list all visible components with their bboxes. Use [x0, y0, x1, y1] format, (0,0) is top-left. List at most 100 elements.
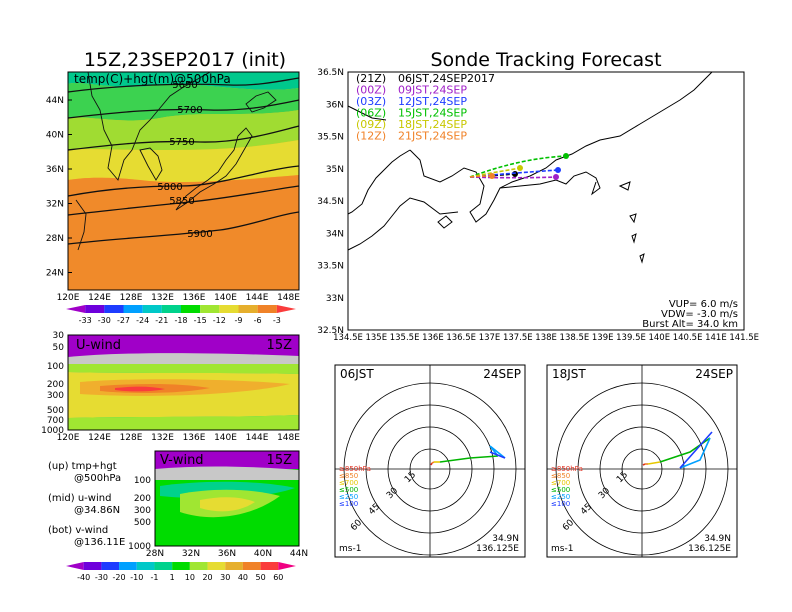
track-endpoint [555, 167, 561, 173]
vwind-panel: V-wind 15Z 100 200 300 500 1000 28N 32N 36N 40N… [128, 450, 308, 559]
map500-contour-label: 5850 [169, 196, 194, 207]
map500-label: temp(C)+hgt(m)@500hPa [74, 72, 231, 86]
uwind-lon-tick: 148E [277, 433, 300, 443]
map500-contour-label: 5650 [172, 80, 197, 91]
vwind-time: 15Z [267, 453, 293, 468]
track-endpoint [563, 153, 569, 159]
map500-lat-tick: 28N [46, 234, 64, 244]
hodo-level-label: ≤700 [551, 479, 570, 487]
track-lon-tick: 134.5E [333, 333, 363, 343]
hodo-level-label: ≤100 [339, 500, 358, 508]
track-lon-tick: 139.5E [616, 333, 646, 343]
wind-cbar-label: 50 [256, 573, 266, 582]
map500-lat-tick: 32N [46, 200, 64, 210]
wind-cbar-cell [242, 562, 261, 570]
temp-cbar-label: -6 [254, 316, 262, 325]
hodo-segment [489, 445, 506, 459]
track-lon-tick: 140.5E [673, 333, 703, 343]
temp-cbar-cell [142, 305, 162, 313]
hodo-unit: ms-1 [551, 544, 573, 554]
burst-param: Burst Alt= 34.0 km [642, 319, 738, 330]
track-lon-tick: 138.5E [560, 333, 590, 343]
uwind-lon-tick: 132E [151, 433, 174, 443]
vwind-lat-tick: 40N [254, 549, 272, 559]
vwind-p-tick: 200 [134, 494, 151, 504]
wind-cbar-cell [101, 562, 120, 570]
hodo-level-label: ≤850 [551, 472, 570, 480]
track-legend-utc: (03Z) [356, 95, 386, 108]
hodograph-06jst: 06JST 24SEP34.9N136.125Ems-115304560≥850h… [334, 364, 526, 558]
hodo-date: 24SEP [483, 367, 521, 381]
map500-warm-band [68, 140, 299, 183]
map500-lat-tick: 40N [46, 131, 64, 141]
temp-cbar-label: -18 [174, 316, 187, 325]
track-endpoint [489, 173, 495, 179]
track-legend-jst: 18JST,24SEP [398, 118, 467, 131]
map500-lon-tick: 128E [120, 293, 143, 303]
hodo-lon: 136.125E [476, 544, 519, 554]
map500-lon-tick: 148E [277, 293, 300, 303]
vwind-p-tick: 100 [134, 476, 151, 486]
uwind-lon-tick: 144E [246, 433, 269, 443]
track-legend-jst: 15JST,24SEP [398, 107, 467, 120]
track-legend-utc: (12Z) [356, 130, 386, 143]
temp-cbar-cell [181, 305, 201, 313]
wind-cbar-cell [172, 562, 190, 570]
track-legend-jst: 12JST,24SEP [398, 95, 467, 108]
map500-lon-tick: 144E [246, 293, 269, 303]
map500-contour-label: 5750 [169, 137, 194, 148]
uwind-lon-tick: 120E [57, 433, 80, 443]
track-lat-tick: 35.5N [317, 133, 344, 143]
track-lat-tick: 34N [326, 229, 344, 239]
vwind-lat-tick: 28N [146, 549, 164, 559]
map500-lon-tick: 132E [151, 293, 174, 303]
hodo-segment [679, 431, 713, 469]
hodo-segment [647, 461, 661, 465]
map500-contour-label: 5800 [157, 182, 182, 193]
wind-cbar-label: 10 [185, 573, 195, 582]
temp-cbar-cell [238, 305, 258, 313]
uwind-p-tick: 100 [47, 362, 64, 372]
uwind-label: U-wind [76, 338, 121, 353]
vdw-param: VDW= -3.0 m/s [661, 309, 738, 320]
uwind-p-tick: 30 [53, 331, 65, 341]
desc-bot: (bot) v-wind [48, 525, 108, 536]
track-legend-utc: (06Z) [356, 107, 386, 120]
wind-cbar-cell [225, 562, 243, 570]
uwind-lon-tick: 124E [88, 433, 111, 443]
uwind-p-tick: 1000 [41, 426, 64, 436]
right-title: Sonde Tracking Forecast [430, 49, 661, 71]
wind-colorbar: -40 -30 -20 -10 -1 1 10 20 30 40 50 60 [66, 562, 296, 582]
wind-cbar-cell [83, 562, 102, 570]
wind-cbar-label: 20 [202, 573, 212, 582]
temp-cbar-cell [276, 305, 296, 313]
map500-lon-tick: 140E [214, 293, 237, 303]
wind-cbar-cell [278, 562, 296, 570]
wind-cbar-cell [66, 562, 84, 570]
track-lat-tick: 36.5N [317, 68, 344, 78]
hodo-time: 06JST [340, 367, 374, 381]
track-lat-tick: 34.5N [317, 197, 344, 207]
wind-cbar-label: 60 [273, 573, 283, 582]
wind-cbar-cell [207, 562, 226, 570]
desc-up2: @500hPa [74, 473, 121, 484]
map500-lon-tick: 120E [57, 293, 80, 303]
map500-cool-band [68, 83, 299, 121]
temp-cbar-label: -21 [155, 316, 168, 325]
temp-cbar-cell [66, 305, 86, 313]
track-line [469, 167, 521, 178]
temp-cbar-label: -3 [273, 316, 281, 325]
track-legend-utc: (21Z) [356, 72, 386, 85]
map500-lon-tick: 124E [88, 293, 111, 303]
wind-cbar-cell [154, 562, 173, 570]
track-lon-tick: 141E [705, 333, 727, 343]
track-lon-tick: 139E [592, 333, 614, 343]
track-lon-tick: 138E [535, 333, 557, 343]
temp-cbar-cell [200, 305, 220, 313]
vwind-lat-tick: 44N [290, 549, 308, 559]
map500-lat-tick: 36N [46, 165, 64, 175]
temp-cbar-label: -15 [194, 316, 207, 325]
hodo-level-label: ≤500 [551, 486, 570, 494]
hodo-segment [430, 462, 433, 466]
